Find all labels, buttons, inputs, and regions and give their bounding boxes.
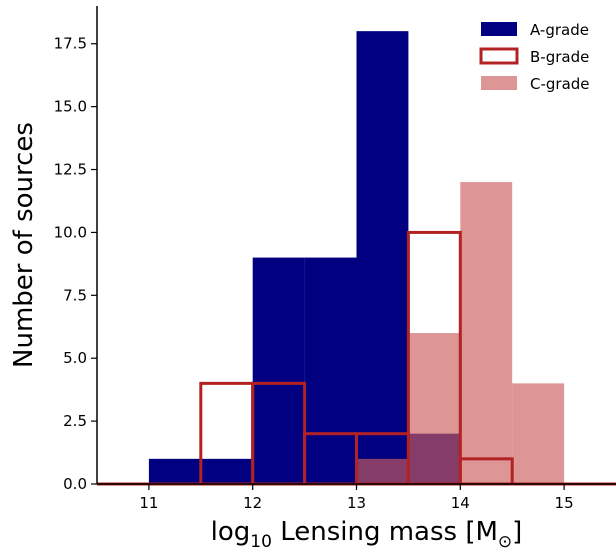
y-axis-label: Number of sources bbox=[9, 122, 39, 368]
series-a-grade-bars bbox=[148, 31, 461, 484]
bar-c-grade-5 bbox=[356, 458, 409, 484]
x-tick-label: 12 bbox=[243, 494, 262, 512]
x-tick-label: 15 bbox=[555, 494, 574, 512]
bar-a-grade-1 bbox=[148, 458, 201, 484]
x-tick-label: 14 bbox=[451, 494, 470, 512]
bar-a-grade-5 bbox=[356, 31, 409, 484]
y-tick-label: 0.0 bbox=[63, 475, 87, 493]
bar-c-grade-8 bbox=[512, 383, 565, 484]
legend-label-a-grade: A-grade bbox=[530, 21, 589, 39]
y-tick-label: 5.0 bbox=[63, 349, 87, 367]
y-tick-label: 12.5 bbox=[54, 161, 87, 179]
legend-label-b-grade: B-grade bbox=[530, 48, 589, 66]
y-tick-label: 15.0 bbox=[54, 98, 87, 116]
axis-labels: log10 Lensing mass [M⊙] Number of sources bbox=[9, 122, 523, 552]
ticks: 11 12 13 14 15 0.0 2.5 5.0 7.5 10.0 12.5 15.0 17.5 bbox=[54, 35, 574, 512]
y-tick-label: 7.5 bbox=[63, 286, 87, 304]
bar-a-grade-2 bbox=[200, 458, 253, 484]
bar-a-grade-4 bbox=[304, 257, 357, 484]
legend-swatch-a-grade bbox=[481, 22, 517, 36]
x-tick-label: 13 bbox=[347, 494, 366, 512]
y-tick-label: 2.5 bbox=[63, 412, 87, 430]
legend-swatch-b-grade bbox=[479, 47, 519, 65]
x-axis-label: log10 Lensing mass [M⊙] bbox=[211, 517, 523, 549]
bar-a-grade-3 bbox=[252, 257, 305, 484]
legend: A-grade B-grade C-grade bbox=[479, 21, 590, 93]
y-tick-label: 17.5 bbox=[54, 35, 87, 53]
legend-label-c-grade: C-grade bbox=[530, 75, 590, 93]
series-c-grade-bars bbox=[356, 182, 565, 484]
x-tick-label: 11 bbox=[139, 494, 158, 512]
bar-c-grade-7 bbox=[460, 182, 513, 484]
y-tick-label: 10.0 bbox=[54, 223, 87, 241]
legend-swatch-c-grade bbox=[481, 76, 517, 90]
bar-c-grade-6 bbox=[408, 333, 461, 484]
